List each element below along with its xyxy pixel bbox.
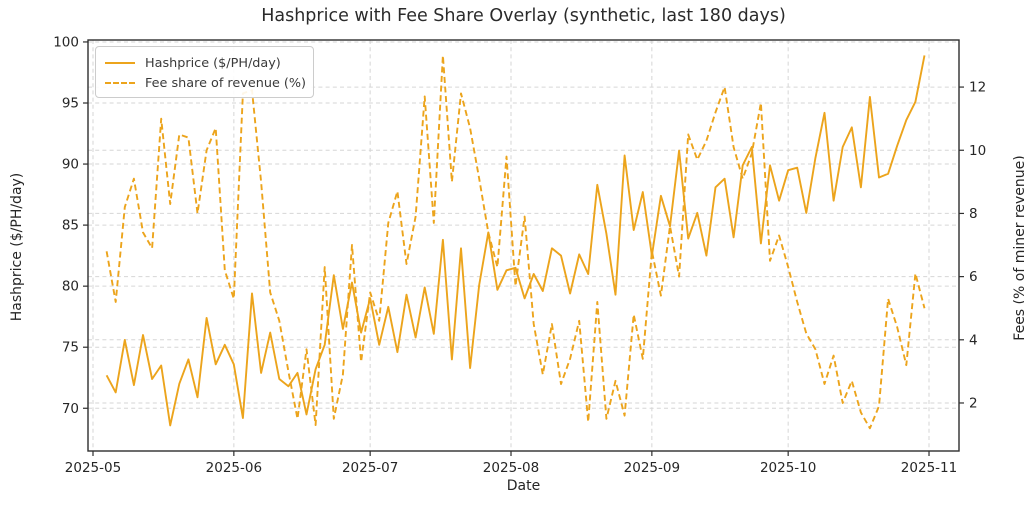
y-left-tick-label: 80 bbox=[62, 279, 79, 295]
fee-share-line bbox=[105, 54, 926, 430]
chart-title: Hashprice with Fee Share Overlay (synthe… bbox=[261, 6, 786, 26]
dashed-line-swatch-icon bbox=[105, 82, 135, 84]
y-left-tick-label: 85 bbox=[62, 218, 79, 234]
x-tick-label: 2025-09 bbox=[624, 460, 680, 476]
y-right-tick-label: 10 bbox=[969, 143, 986, 159]
y-right-tick-label: 6 bbox=[969, 269, 978, 285]
x-tick-label: 2025-07 bbox=[342, 460, 398, 476]
y-right-tick-label: 4 bbox=[969, 332, 978, 348]
x-axis-label: Date bbox=[506, 478, 541, 494]
y-right-tick-label: 8 bbox=[969, 206, 978, 222]
gridlines bbox=[88, 40, 959, 451]
x-tick-label: 2025-08 bbox=[483, 460, 539, 476]
legend-item-hashprice: Hashprice ($/PH/day) bbox=[105, 53, 303, 73]
legend-item-feeshare: Fee share of revenue (%) bbox=[105, 73, 307, 93]
tick-marks bbox=[83, 41, 964, 456]
tick-labels: 70 75 80 85 90 95 100 2 4 6 8 10 12 2025-05 2025-06 202… bbox=[53, 34, 986, 476]
y-left-tick-label: 70 bbox=[62, 401, 79, 417]
x-tick-label: 2025-10 bbox=[760, 460, 816, 476]
y-left-tick-label: 100 bbox=[53, 34, 79, 50]
legend-label: Hashprice ($/PH/day) bbox=[145, 55, 281, 71]
solid-line-swatch-icon bbox=[105, 62, 135, 64]
y-left-tick-label: 75 bbox=[62, 340, 79, 356]
y-right-tick-label: 2 bbox=[969, 395, 978, 411]
plot-border bbox=[87, 39, 960, 452]
x-tick-label: 2025-06 bbox=[206, 460, 262, 476]
legend: Hashprice ($/PH/day) Fee share of revenu… bbox=[95, 46, 314, 98]
y-left-tick-label: 90 bbox=[62, 157, 79, 173]
x-tick-label: 2025-05 bbox=[65, 460, 121, 476]
hashprice-line bbox=[105, 55, 926, 427]
y-left-tick-label: 95 bbox=[62, 96, 79, 112]
x-tick-label: 2025-11 bbox=[901, 460, 957, 476]
y-right-tick-label: 12 bbox=[969, 80, 986, 96]
legend-label: Fee share of revenue (%) bbox=[145, 75, 307, 91]
